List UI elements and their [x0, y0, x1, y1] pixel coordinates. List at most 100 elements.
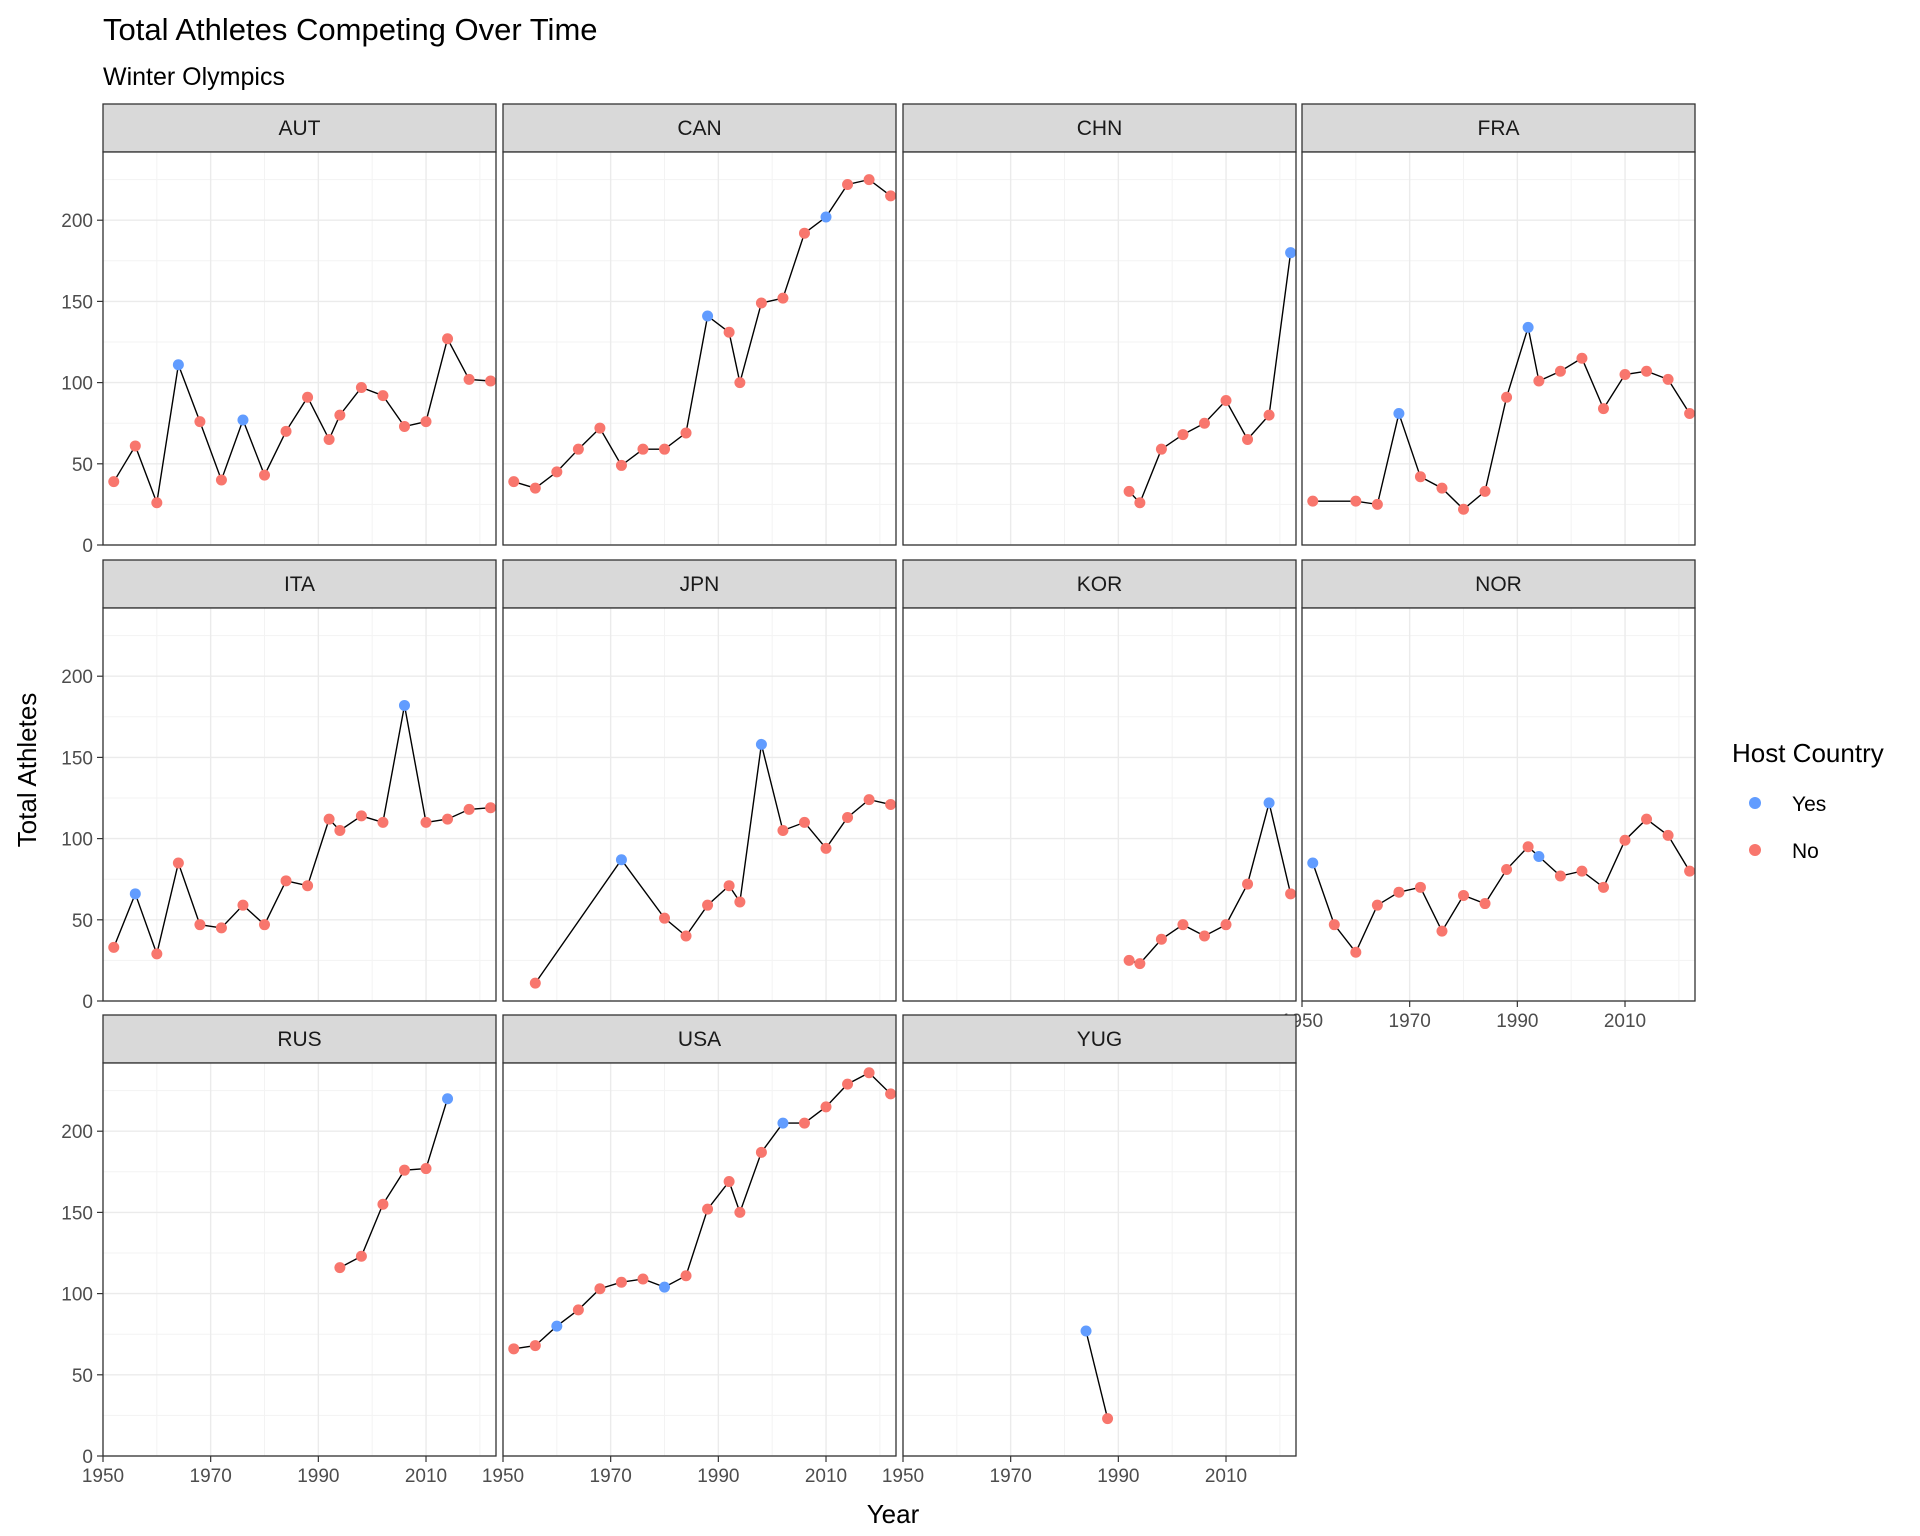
data-point	[529, 977, 541, 989]
data-point	[551, 1320, 563, 1332]
data-point	[1220, 919, 1232, 931]
facet-strip	[1301, 103, 1696, 153]
data-point	[508, 476, 520, 488]
panel-background	[1302, 152, 1695, 545]
data-point	[1619, 834, 1631, 846]
data-point	[755, 738, 767, 750]
facet-panel-can: CAN	[502, 103, 897, 546]
data-point	[572, 443, 584, 455]
x-tick-label: 1990	[1496, 1011, 1538, 1032]
data-point	[1285, 888, 1297, 900]
data-point	[1393, 407, 1405, 419]
chart-subtitle: Winter Olympics	[103, 63, 285, 91]
facet-strip-label: JPN	[680, 573, 720, 596]
data-point	[863, 174, 875, 186]
series-line	[1085, 1330, 1109, 1419]
data-point	[659, 1281, 671, 1293]
data-point	[863, 1067, 875, 1079]
data-point	[420, 416, 432, 428]
y-tick-label: 0	[82, 1447, 93, 1468]
facet-strip-label: FRA	[1478, 117, 1520, 140]
data-point	[723, 326, 735, 338]
data-point	[420, 1163, 432, 1175]
data-point	[1597, 403, 1609, 415]
facet-panel-aut: AUT 0 50 100 150 200	[61, 103, 497, 557]
data-point	[885, 799, 897, 810]
facet-panel-yug: YUG 1950 1970 1990 2010	[882, 1014, 1297, 1487]
panel-border	[102, 607, 497, 1002]
data-point	[885, 1088, 897, 1100]
data-point	[1198, 417, 1210, 429]
data-point	[1684, 865, 1696, 877]
data-point	[1123, 485, 1135, 497]
data-point	[108, 476, 120, 488]
data-point	[151, 948, 163, 960]
data-point	[1479, 485, 1491, 497]
data-point	[1350, 495, 1362, 507]
data-point	[702, 899, 714, 911]
data-point	[551, 466, 563, 478]
data-point	[398, 420, 410, 432]
data-point	[377, 1198, 389, 1210]
data-point	[280, 875, 292, 887]
y-tick-label: 0	[82, 536, 93, 557]
data-point	[615, 459, 627, 471]
facet-strip	[902, 1014, 1297, 1064]
data-point	[1576, 865, 1588, 877]
data-point	[302, 880, 314, 892]
legend-title: Host Country	[1732, 738, 1884, 768]
x-tick-label: 2010	[1205, 1466, 1247, 1487]
facet-strip-label: ITA	[284, 573, 315, 596]
data-point	[798, 1117, 810, 1129]
data-point	[1662, 829, 1674, 841]
panel-border	[102, 151, 497, 546]
legend-key-no	[1749, 844, 1761, 856]
data-point	[1155, 933, 1167, 945]
facet-panel-usa: USA 1950 1970 1990 2010	[482, 1014, 897, 1487]
data-point	[842, 811, 854, 823]
data-point	[1242, 878, 1254, 890]
data-point	[1641, 813, 1653, 825]
facet-panel-ita: ITA 0 50 100 150 200	[61, 559, 497, 1013]
facet-strip	[1301, 559, 1696, 609]
data-point	[323, 433, 335, 445]
data-point	[572, 1304, 584, 1316]
data-point	[129, 888, 141, 900]
data-point	[680, 930, 692, 942]
panel-background	[903, 608, 1296, 1001]
data-point	[777, 824, 789, 836]
facet-panel-rus: RUS 0 50 100 150 200 1950 1970 1990 2010	[61, 1014, 497, 1487]
data-point	[529, 482, 541, 494]
facet-strip	[102, 1014, 497, 1064]
data-point	[820, 842, 832, 854]
data-point	[1198, 930, 1210, 942]
data-point	[702, 310, 714, 322]
data-point	[108, 941, 120, 953]
data-point	[1533, 850, 1545, 862]
facet-panel-chn: CHN	[902, 103, 1297, 546]
data-point	[1533, 375, 1545, 387]
facet-strip	[102, 559, 497, 609]
data-point	[1576, 352, 1588, 364]
legend-key-yes	[1749, 797, 1761, 809]
data-point	[442, 1093, 454, 1105]
data-point	[485, 802, 497, 814]
data-point	[680, 427, 692, 439]
facet-strip	[502, 559, 897, 609]
data-point	[1263, 797, 1275, 809]
data-point	[259, 919, 271, 931]
data-point	[1522, 841, 1534, 853]
data-point	[1479, 898, 1491, 910]
data-point	[280, 425, 292, 437]
data-point	[485, 375, 497, 387]
facet-strip-label: RUS	[277, 1028, 321, 1051]
facet-strip-label: CHN	[1077, 117, 1123, 140]
data-point	[637, 443, 649, 455]
data-point	[820, 211, 832, 223]
y-tick-label: 50	[72, 911, 93, 932]
data-point	[798, 227, 810, 239]
data-point	[151, 497, 163, 509]
y-tick-label: 200	[61, 1122, 93, 1143]
panel-background	[103, 608, 496, 1001]
